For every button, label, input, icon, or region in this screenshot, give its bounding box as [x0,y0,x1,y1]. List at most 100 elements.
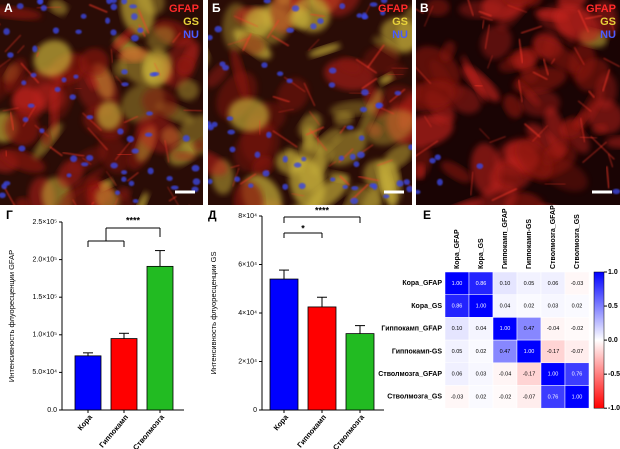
cell-label: 1.00 [500,326,511,332]
cell-blob [233,180,264,205]
cell-blob [587,99,620,134]
fiber [291,193,305,197]
cell-blob [513,50,536,72]
fiber [310,13,325,18]
cell-blob [100,179,114,189]
column-label: Гиппокамп_GFAP [502,208,509,269]
fiber [590,135,615,160]
y-tick-label: 6×10⁴ [238,261,257,268]
fiber [110,48,114,63]
fiber [72,199,77,205]
fiber [227,37,250,46]
fiber [361,77,378,90]
cell-blob [275,150,304,175]
nucleus [208,34,213,41]
nucleus [229,146,236,153]
cell-label: 0.03 [476,372,487,378]
fiber [167,186,179,205]
cell-label: -0.07 [571,349,584,355]
cell-blob [85,73,98,90]
cell-blob [516,139,553,179]
nucleus [263,0,271,4]
nucleus [310,23,317,30]
fiber [137,9,150,34]
nucleus [40,5,47,12]
fiber [518,38,524,64]
cell-label: 0.06 [548,281,559,287]
fiber [416,8,424,15]
fiber [272,95,290,103]
column-label: Кора_GS [478,238,485,269]
nucleus [358,135,365,141]
fiber [188,204,190,205]
micrograph [416,0,620,205]
fiber [49,146,63,157]
y-axis-label: Интенсивность флуоресценции GS [209,251,218,374]
bar [307,306,337,411]
panel-label: A [4,1,13,15]
nucleus [298,182,306,190]
nucleus [612,188,620,195]
fiber [424,5,434,27]
nucleus [330,177,336,182]
nucleus [227,129,235,135]
cell-blob [416,143,432,180]
y-tick-label: 0 [253,407,257,414]
cell-blob [176,79,199,101]
nucleus [128,180,135,187]
cell-blob [295,207,310,223]
fiber [518,79,523,103]
fiber [242,33,252,52]
nucleus [338,155,345,161]
cell-blob [396,4,412,54]
fiber [82,112,102,131]
fiber [367,44,385,68]
significance-label: **** [315,205,330,215]
cell-blob [244,7,272,38]
nucleus [291,5,300,12]
fiber [4,34,22,53]
nucleus [3,180,11,186]
nucleus [208,178,213,185]
cell-blob [4,110,40,146]
fiber [278,108,294,113]
x-tick-label: Стволмозга [131,412,167,449]
nucleus [380,0,388,4]
y-tick-label: 2.0×10⁵ [32,256,57,263]
stain-label: GFAP [586,3,616,15]
cell-label: -0.02 [499,394,512,400]
fiber [474,84,483,88]
fiber [524,123,541,138]
cell-label: 0.03 [548,304,559,310]
fiber [164,139,170,163]
cell-blob [416,113,454,148]
cell-blob [362,45,399,75]
nucleus [359,106,368,113]
fiber [520,25,542,34]
fiber [579,136,598,139]
cell-blob [557,0,588,12]
fiber [491,188,518,202]
fiber [358,175,380,182]
nucleus [121,176,127,182]
nucleus [54,86,61,93]
cell-label: 0.05 [524,281,535,287]
nucleus [476,163,484,170]
nucleus [132,199,139,204]
nucleus [131,148,139,154]
bar [345,333,375,411]
nucleus [86,154,94,161]
y-axis-label: Интенсивность флуоресценции GFAP [7,250,16,382]
nucleus [121,0,128,5]
cell-blob [447,198,483,205]
nucleus [286,78,293,84]
fiber [305,126,325,136]
nucleus [105,17,111,24]
fiber [480,16,493,21]
x-tick-label: Кора [272,412,291,432]
fiber [603,57,620,68]
nucleus [346,125,354,130]
nucleus [166,175,173,182]
nucleus [137,27,144,33]
